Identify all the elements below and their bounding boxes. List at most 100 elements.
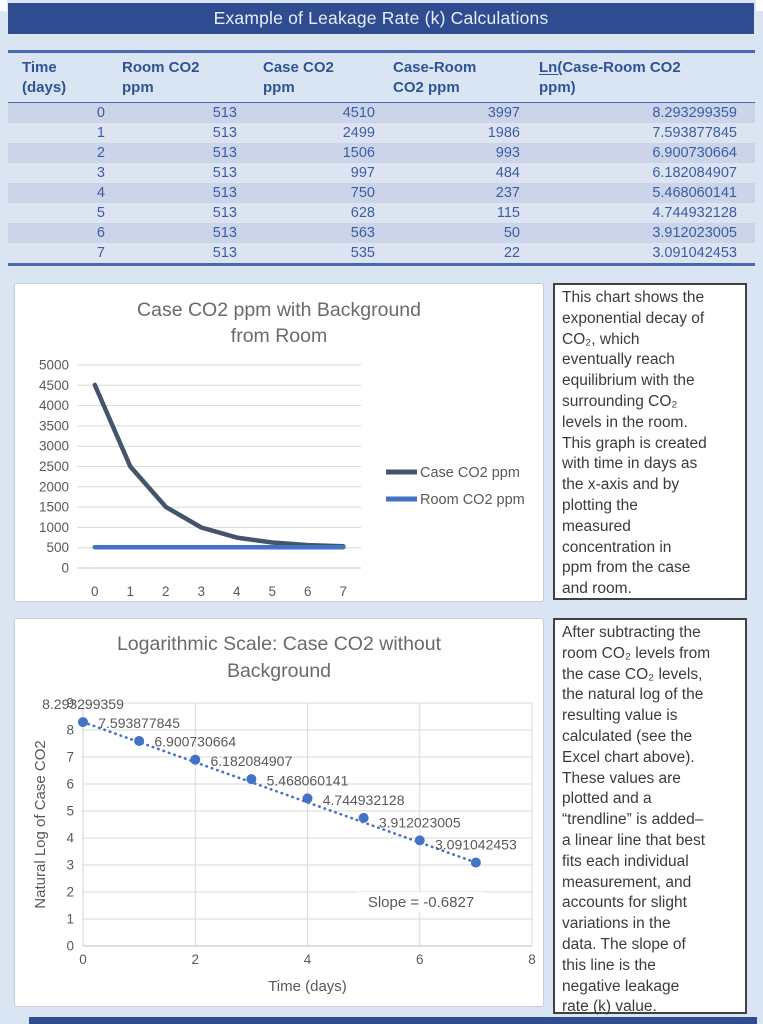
svg-text:5: 5 (268, 584, 276, 599)
next-page-header-edge (29, 1017, 757, 1024)
col-header-case-room-co2: Case-Room CO2 ppm (385, 51, 530, 103)
table-cell: 50 (503, 225, 520, 241)
ln-underlined-prefix: Ln( (539, 59, 563, 76)
table-cell: 6 (96, 225, 105, 241)
table-cell: 513 (212, 225, 237, 241)
svg-text:5: 5 (66, 804, 74, 819)
table-cell: 513 (212, 185, 237, 201)
col-header-case-co2: Case CO2 ppm (245, 51, 385, 103)
line-chart-panel: Case CO2 ppm with Background from Room 0 50… (14, 283, 544, 602)
table-cell: 0 (96, 105, 105, 121)
table-row: 7 513 535 22 3.091042453 (8, 243, 755, 265)
ln-header-rest: Case-Room CO2 ppm) (539, 59, 681, 96)
col-header-time: Time (days) (8, 51, 115, 103)
svg-text:4500: 4500 (39, 378, 69, 393)
svg-text:4: 4 (66, 831, 74, 846)
svg-text:8: 8 (66, 723, 74, 738)
page-corner-artifact (756, 0, 763, 11)
svg-text:Case CO2 ppm with Background: Case CO2 ppm with Background (137, 299, 421, 321)
table-cell: 3.091042453 (652, 245, 737, 261)
svg-text:5.468060141: 5.468060141 (267, 772, 349, 788)
svg-text:Background: Background (227, 660, 331, 682)
table-cell: 997 (350, 165, 375, 181)
svg-text:3500: 3500 (39, 418, 69, 433)
table-cell: 513 (212, 145, 237, 161)
note-box-scatter-chart: After subtracting the room CO₂ levels fr… (553, 618, 747, 1015)
table-row: 0 513 4510 3997 8.293299359 (8, 102, 755, 123)
table-body: 0 513 4510 3997 8.293299359 1 513 2499 1986 7.593… (8, 102, 755, 265)
svg-text:7: 7 (66, 750, 74, 765)
table-cell: 750 (350, 185, 375, 201)
svg-text:0: 0 (91, 584, 99, 599)
svg-text:0: 0 (66, 939, 74, 954)
table-cell: 3.912023005 (652, 225, 737, 241)
svg-text:6.182084907: 6.182084907 (210, 753, 292, 769)
svg-text:2500: 2500 (39, 459, 69, 474)
table-cell: 2499 (342, 125, 375, 141)
svg-text:2000: 2000 (39, 479, 69, 494)
table-row: 6 513 563 50 3.912023005 (8, 223, 755, 243)
table-cell: 7 (96, 245, 105, 261)
table-cell: 6.900730664 (652, 145, 737, 161)
svg-text:8: 8 (528, 952, 536, 967)
svg-text:7.593877845: 7.593877845 (98, 715, 180, 731)
table-cell: 484 (495, 165, 520, 181)
table-cell: 115 (496, 205, 520, 221)
svg-text:2: 2 (191, 952, 199, 967)
table-cell: 3997 (487, 105, 520, 121)
svg-text:7: 7 (339, 584, 347, 599)
table-row: 5 513 628 115 4.744932128 (8, 203, 755, 223)
leakage-table: Time (days) Room CO2 ppm Case CO2 ppm Ca… (8, 50, 755, 266)
table-cell: 993 (495, 145, 520, 161)
svg-text:2: 2 (162, 584, 170, 599)
svg-text:1000: 1000 (39, 520, 69, 535)
svg-text:Room CO2 ppm: Room CO2 ppm (420, 492, 525, 508)
table-row: 1 513 2499 1986 7.593877845 (8, 123, 755, 143)
svg-text:3.912023005: 3.912023005 (379, 814, 461, 830)
table-cell: 513 (212, 105, 237, 121)
table-cell: 1506 (342, 145, 375, 161)
table-cell: 4.744932128 (652, 205, 737, 221)
table-cell: 2 (96, 145, 105, 161)
svg-text:0: 0 (61, 561, 69, 576)
svg-text:0: 0 (79, 952, 87, 967)
table-cell: 513 (212, 205, 237, 221)
table-row: 4 513 750 237 5.468060141 (8, 183, 755, 203)
page-title: Example of Leakage Rate (k) Calculations (8, 3, 754, 34)
table-cell: 628 (350, 205, 375, 221)
table-cell: 5 (96, 205, 105, 221)
svg-text:4000: 4000 (39, 398, 69, 413)
svg-text:1: 1 (126, 584, 134, 599)
svg-text:6: 6 (416, 952, 424, 967)
svg-text:6.900730664: 6.900730664 (154, 734, 236, 750)
svg-text:6: 6 (66, 777, 74, 792)
svg-text:from Room: from Room (231, 325, 327, 347)
table-cell: 563 (350, 225, 375, 241)
scatter-chart-panel: Logarithmic Scale: Case CO2 without Backg… (14, 618, 544, 1007)
table-row: 3 513 997 484 6.182084907 (8, 163, 755, 183)
svg-text:Case CO2 ppm: Case CO2 ppm (420, 465, 520, 481)
page-corner-artifact (0, 0, 7, 11)
svg-text:Slope = -0.6827: Slope = -0.6827 (368, 894, 474, 911)
svg-text:4: 4 (304, 952, 312, 967)
note-box-line-chart: This chart shows the exponential decay o… (553, 283, 747, 600)
svg-text:2: 2 (66, 885, 74, 900)
table-cell: 513 (212, 125, 237, 141)
table-cell: 4 (96, 185, 105, 201)
page-title-text: Example of Leakage Rate (k) Calculations (213, 8, 549, 28)
svg-text:Time (days): Time (days) (268, 978, 347, 995)
svg-text:500: 500 (46, 540, 69, 555)
table-cell: 6.182084907 (652, 165, 737, 181)
svg-text:3: 3 (66, 858, 74, 873)
table-cell: 7.593877845 (652, 125, 737, 141)
table-cell: 237 (495, 185, 520, 201)
table-cell: 8.293299359 (652, 105, 737, 121)
table-cell: 4510 (342, 105, 375, 121)
table-cell: 5.468060141 (652, 185, 737, 201)
svg-text:3: 3 (197, 584, 205, 599)
table-cell: 513 (212, 165, 237, 181)
scatter-chart-svg: Logarithmic Scale: Case CO2 without Backg… (32, 633, 536, 995)
svg-text:9: 9 (66, 696, 74, 711)
